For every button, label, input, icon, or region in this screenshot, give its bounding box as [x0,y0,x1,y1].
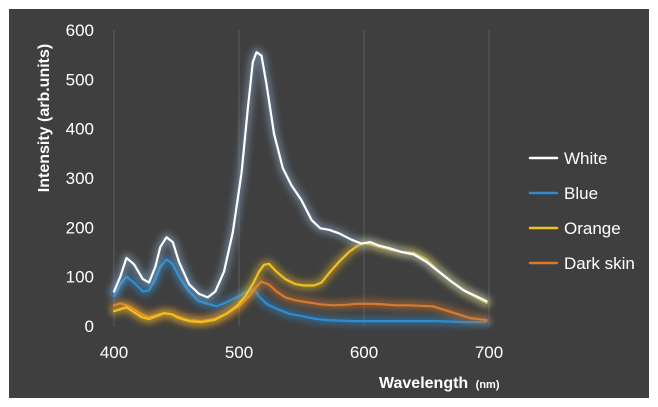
x-axis-label: Wavelength [379,375,468,392]
x-axis-unit: (nm) [476,379,500,391]
legend-label: Dark skin [564,254,635,273]
y-tick-label: 400 [66,120,94,139]
chart-frame [9,9,649,398]
legend-label: White [564,149,607,168]
x-tick-label: 500 [225,343,253,362]
y-tick-label: 300 [66,169,94,188]
white-series-line [112,51,488,303]
series-lines [109,47,491,327]
y-tick-label: 200 [66,218,94,237]
y-tick-label: 100 [66,268,94,287]
legend-item-dark-skin: Dark skin [528,254,635,273]
legend-item-blue: Blue [528,184,598,203]
y-tick-label: 500 [66,70,94,89]
legend-item-orange: Orange [528,219,621,238]
legend: White Blue Orange Dark skin [528,149,635,273]
y-axis-title: Intensity (arb.units) [36,44,53,192]
legend-item-white: White [528,149,607,168]
y-tick-label: 600 [66,21,94,40]
x-tick-label: 400 [100,343,128,362]
x-axis-title: Wavelength (nm) [379,375,500,392]
x-tick-label: 700 [475,343,503,362]
axis-ticks: 0 100 200 300 400 500 600 400 500 600 700 [66,21,504,362]
legend-label: Orange [564,219,621,238]
x-tick-label: 600 [350,343,378,362]
legend-label: Blue [564,184,598,203]
y-tick-label: 0 [85,317,94,336]
